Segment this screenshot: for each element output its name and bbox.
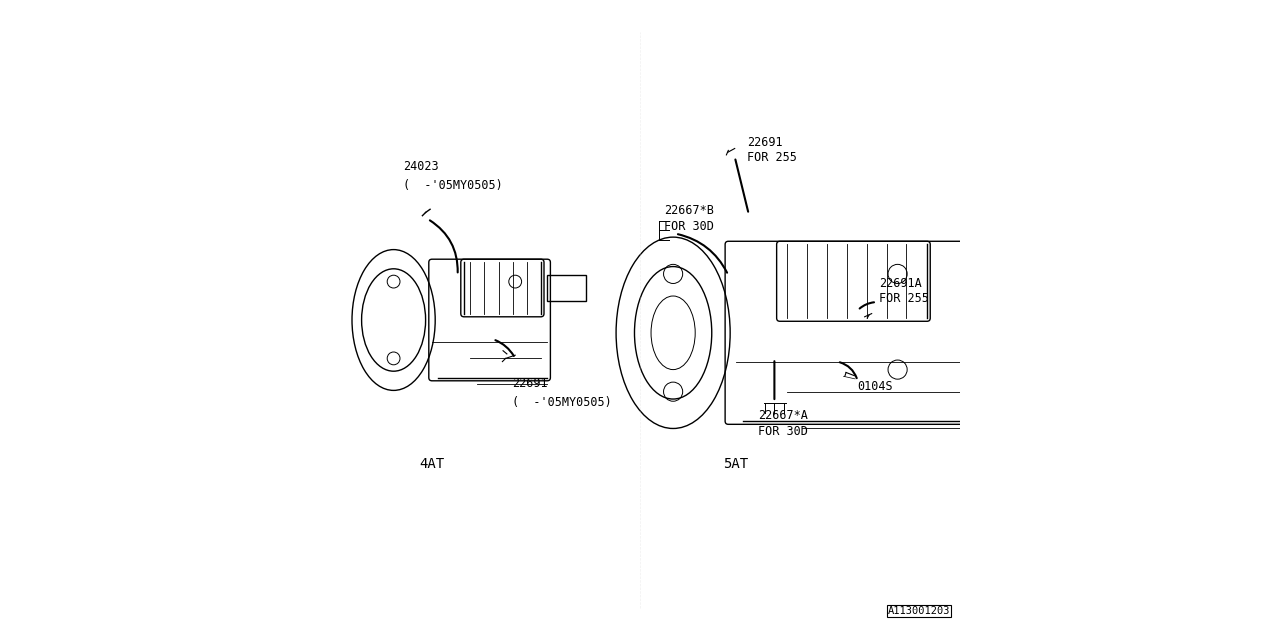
Text: 24023: 24023 bbox=[403, 159, 439, 173]
Text: A113001203: A113001203 bbox=[888, 606, 950, 616]
Text: FOR 255: FOR 255 bbox=[748, 151, 796, 164]
Text: 22667*B: 22667*B bbox=[664, 204, 714, 218]
Text: 4AT: 4AT bbox=[420, 457, 444, 471]
Text: (  -'05MY0505): ( -'05MY0505) bbox=[403, 179, 503, 192]
Text: 22691A: 22691A bbox=[879, 276, 922, 290]
Text: FOR 255: FOR 255 bbox=[879, 292, 928, 305]
Text: 0104S: 0104S bbox=[858, 380, 893, 394]
Text: 22691: 22691 bbox=[512, 377, 548, 390]
Text: FOR 30D: FOR 30D bbox=[664, 220, 714, 233]
Text: FOR 30D: FOR 30D bbox=[759, 424, 808, 438]
Text: (  -'05MY0505): ( -'05MY0505) bbox=[512, 396, 612, 410]
Text: 22691: 22691 bbox=[748, 136, 782, 149]
Text: 5AT: 5AT bbox=[723, 457, 749, 471]
Bar bbox=[548, 275, 586, 301]
Text: 22667*A: 22667*A bbox=[759, 409, 808, 422]
Bar bbox=[986, 282, 1038, 318]
